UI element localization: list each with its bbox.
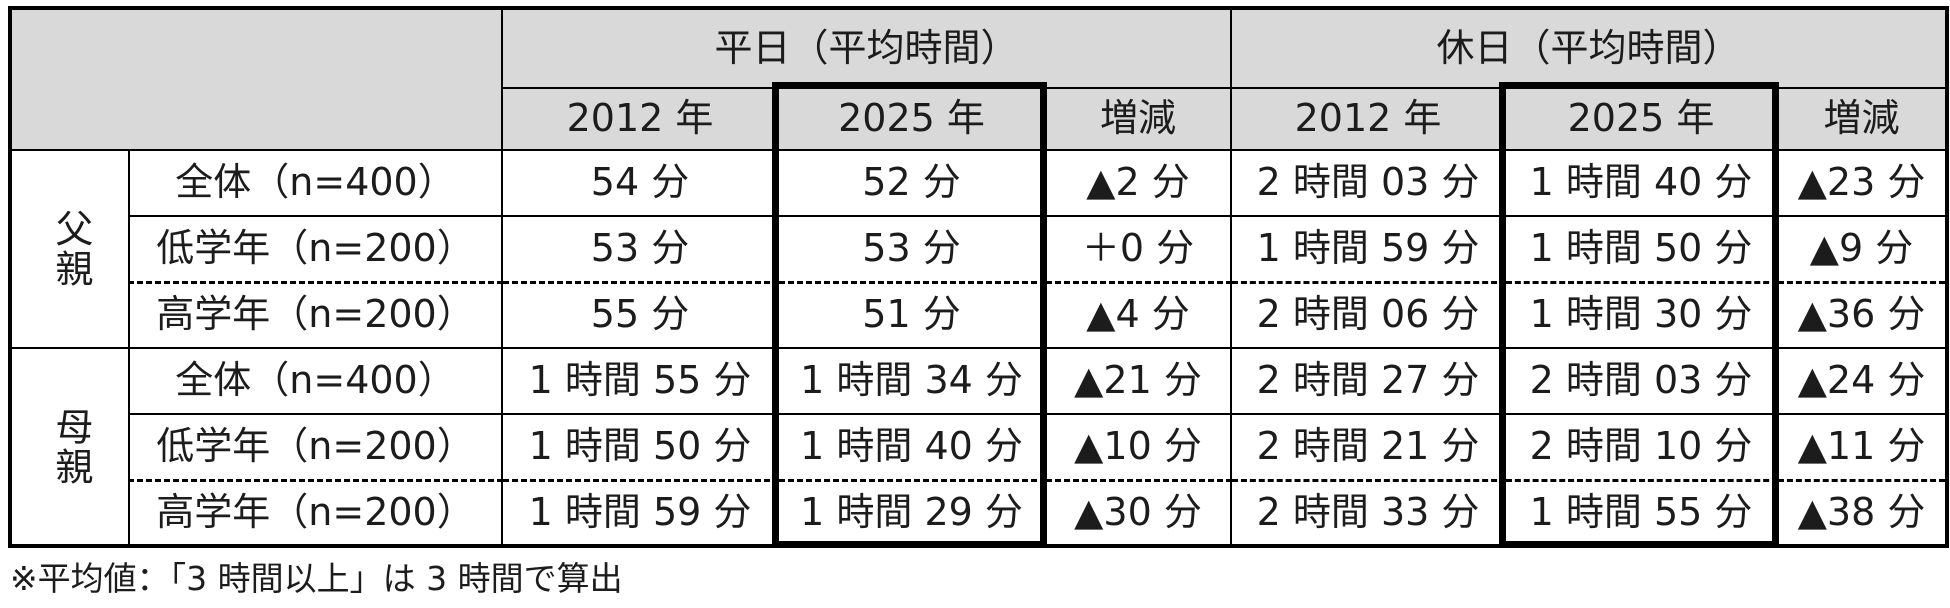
table-cell: 2 時間 33 分: [1230, 479, 1507, 547]
table-cell: 1 時間 50 分: [1504, 215, 1779, 284]
table-cell: 1 時間 55 分: [1504, 479, 1779, 547]
row-group-label-father: 父親: [9, 149, 130, 349]
table-cell: 1 時間 40 分: [777, 413, 1046, 482]
table-cell: 1 時間 59 分: [501, 479, 779, 547]
table-cell: 1 時間 34 分: [777, 347, 1046, 415]
row-label: 全体（n=400）: [128, 149, 503, 217]
table-cell: ▲38 分: [1776, 479, 1949, 547]
row-label: 高学年（n=200）: [128, 479, 503, 547]
table-cell: 55 分: [501, 281, 779, 349]
col-group-holiday: 休日（平均時間）: [1230, 7, 1949, 89]
table-cell: ▲24 分: [1776, 347, 1949, 415]
table-cell: 2 時間 10 分: [1504, 413, 1779, 482]
table-cell: 1 時間 50 分: [501, 413, 779, 482]
table-cell: ▲4 分: [1043, 281, 1233, 349]
table-cell: ▲36 分: [1776, 281, 1949, 349]
table-cell: ▲23 分: [1776, 149, 1949, 217]
table-row: 低学年（n=200） 1 時間 50 分 1 時間 40 分 ▲10 分 2 時…: [10, 413, 1949, 482]
table-cell: 1 時間 30 分: [1504, 281, 1779, 349]
table-cell: ▲11 分: [1776, 413, 1949, 482]
col-header-holiday-change: 増減: [1776, 87, 1949, 151]
table-cell: 1 時間 59 分: [1230, 215, 1507, 284]
col-header-holiday-2012: 2012 年: [1230, 87, 1507, 151]
table-cell: 1 時間 40 分: [1504, 149, 1779, 217]
table-cell: 2 時間 27 分: [1230, 347, 1507, 415]
corner-cell: [9, 7, 503, 151]
row-label: 低学年（n=200）: [128, 413, 503, 482]
table-cell: 2 時間 03 分: [1230, 149, 1507, 217]
mother-label: 母親: [48, 406, 93, 487]
table-cell: 51 分: [777, 281, 1046, 349]
footnote: ※平均値：「3 時間以上」は 3 時間で算出: [10, 559, 623, 598]
col-group-weekday: 平日（平均時間）: [500, 7, 1233, 89]
col-header-holiday-2025: 2025 年: [1504, 87, 1779, 151]
table-cell: 54 分: [501, 149, 779, 217]
row-label: 低学年（n=200）: [128, 215, 503, 284]
table-cell: ▲30 分: [1043, 479, 1233, 547]
table-cell: 2 時間 06 分: [1230, 281, 1507, 349]
table-cell: 2 時間 03 分: [1504, 347, 1779, 415]
table-cell: ▲21 分: [1043, 347, 1233, 415]
col-header-weekday-2025: 2025 年: [777, 87, 1046, 151]
table-cell: 52 分: [777, 149, 1046, 217]
table-cell: 2 時間 21 分: [1230, 413, 1507, 482]
row-group-label-mother: 母親: [9, 347, 130, 547]
table-cell: 53 分: [777, 215, 1046, 284]
table-row: 母親 全体（n=400） 1 時間 55 分 1 時間 34 分 ▲21 分 2…: [9, 347, 1949, 547]
table-cell: 1 時間 29 分: [777, 479, 1046, 547]
table-cell: ▲9 分: [1776, 215, 1949, 284]
col-header-weekday-change: 増減: [1043, 87, 1233, 151]
table-row: 高学年（n=200） 1 時間 59 分 1 時間 29 分 ▲30 分 2 時…: [10, 479, 1949, 547]
col-header-weekday-2012: 2012 年: [501, 87, 779, 151]
table-row: 高学年（n=200） 55 分 51 分 ▲4 分 2 時間 06 分 1 時間…: [10, 281, 1949, 349]
row-label: 全体（n=400）: [128, 347, 503, 415]
father-label: 父親: [48, 209, 93, 289]
table-row: 父親 全体（n=400） 54 分 52 分 ▲2 分 2 時間 03 分 1 …: [9, 149, 1949, 349]
table-cell: 1 時間 55 分: [501, 347, 779, 415]
table-cell: ▲2 分: [1043, 149, 1233, 217]
table-cell: ▲10 分: [1043, 413, 1233, 482]
table-row: 低学年（n=200） 53 分 53 分 ＋0 分 1 時間 59 分 1 時間…: [10, 215, 1949, 284]
table-cell: ＋0 分: [1043, 215, 1233, 284]
row-label: 高学年（n=200）: [128, 281, 503, 349]
header-row-years: 2012 年 2025 年 増減 2012 年 2025 年 増減: [10, 87, 1949, 151]
header-row-groups: 平日（平均時間） 休日（平均時間）: [9, 7, 1949, 151]
comparison-table: 平日（平均時間） 休日（平均時間） 2012 年 2025 年 増減 2012 …: [8, 6, 1950, 548]
table-cell: 53 分: [501, 215, 779, 284]
